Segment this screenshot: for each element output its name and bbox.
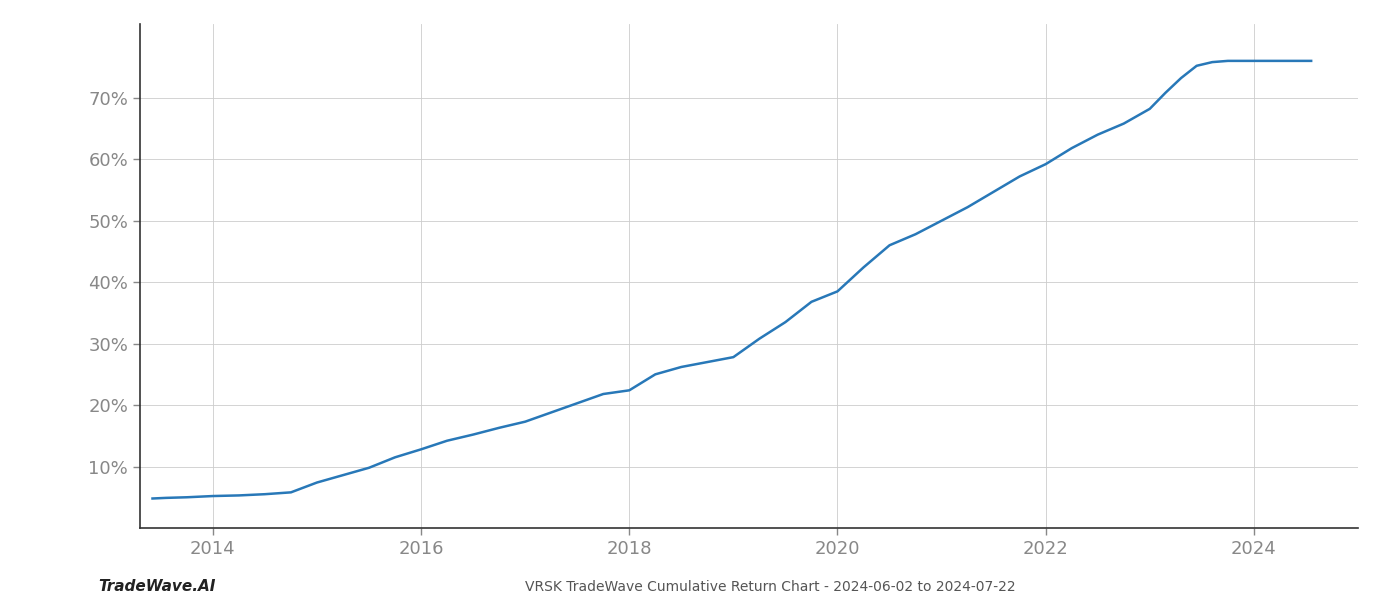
Text: TradeWave.AI: TradeWave.AI	[98, 579, 216, 594]
Text: VRSK TradeWave Cumulative Return Chart - 2024-06-02 to 2024-07-22: VRSK TradeWave Cumulative Return Chart -…	[525, 580, 1015, 594]
